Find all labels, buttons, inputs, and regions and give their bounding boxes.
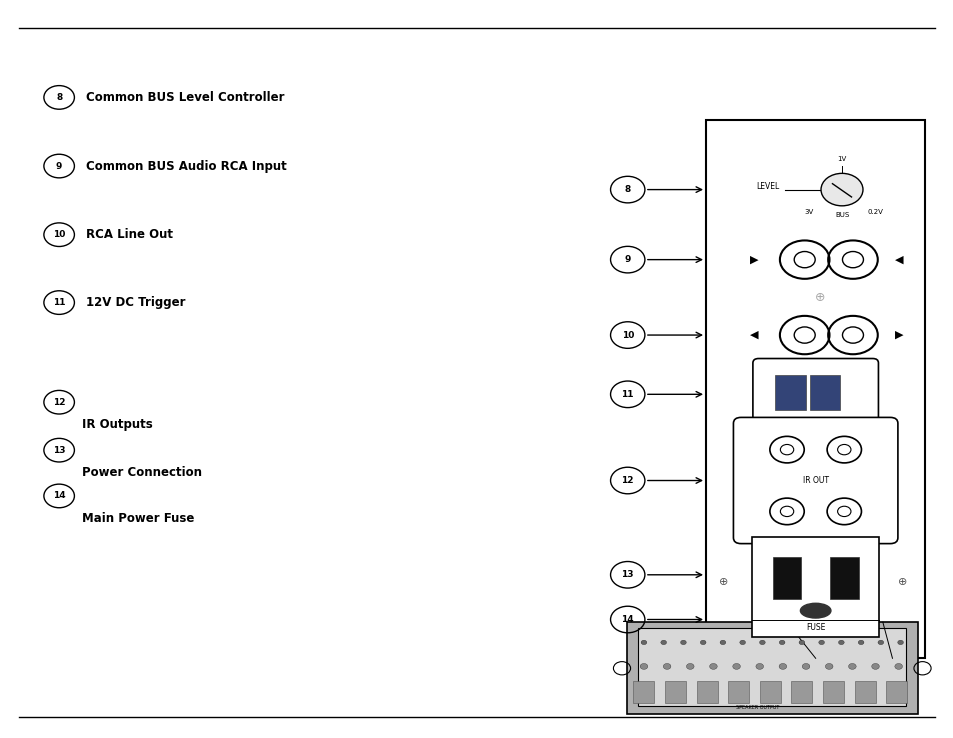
FancyBboxPatch shape <box>751 537 879 637</box>
Ellipse shape <box>800 603 830 618</box>
Text: 12: 12 <box>52 398 66 407</box>
Circle shape <box>755 663 762 669</box>
Text: 0.2V: 0.2V <box>866 209 882 215</box>
Circle shape <box>799 641 804 645</box>
FancyBboxPatch shape <box>633 680 654 703</box>
Circle shape <box>660 641 666 645</box>
Text: FUSE: FUSE <box>805 623 824 632</box>
FancyBboxPatch shape <box>727 680 748 703</box>
Text: SPEAKER OUTPUT: SPEAKER OUTPUT <box>736 706 779 711</box>
Text: 13: 13 <box>52 446 66 455</box>
Circle shape <box>732 663 740 669</box>
Circle shape <box>824 663 832 669</box>
Circle shape <box>818 641 823 645</box>
Text: LINE OUT: LINE OUT <box>801 366 837 375</box>
Circle shape <box>709 663 717 669</box>
Text: ◀: ◀ <box>894 255 902 265</box>
Text: ◀: ◀ <box>749 330 758 340</box>
Circle shape <box>897 641 902 645</box>
FancyBboxPatch shape <box>791 680 812 703</box>
Text: ⊕: ⊕ <box>718 577 727 587</box>
FancyBboxPatch shape <box>759 680 781 703</box>
Circle shape <box>686 663 694 669</box>
Text: +: + <box>821 414 827 423</box>
Text: Common BUS Audio RCA Input: Common BUS Audio RCA Input <box>86 159 286 173</box>
FancyBboxPatch shape <box>664 680 685 703</box>
FancyBboxPatch shape <box>885 680 906 703</box>
Text: RCA Line Out: RCA Line Out <box>86 228 172 241</box>
Text: LEVEL: LEVEL <box>755 182 779 191</box>
Text: ▶: ▶ <box>749 255 758 265</box>
Text: 11: 11 <box>52 298 66 307</box>
Circle shape <box>894 663 902 669</box>
Circle shape <box>838 641 843 645</box>
Text: 9: 9 <box>56 162 62 170</box>
Text: 14: 14 <box>620 615 634 624</box>
Circle shape <box>858 641 863 645</box>
Circle shape <box>679 641 685 645</box>
Text: 11: 11 <box>620 390 634 399</box>
Text: 220-240VAC-50Hz: 220-240VAC-50Hz <box>783 646 846 652</box>
Text: 13: 13 <box>620 570 634 579</box>
Text: ▶: ▶ <box>894 330 902 340</box>
Text: Power Connection: Power Connection <box>82 466 202 480</box>
Text: 12V DC Trigger: 12V DC Trigger <box>86 296 185 309</box>
FancyBboxPatch shape <box>829 557 858 599</box>
Circle shape <box>640 641 646 645</box>
Circle shape <box>720 641 725 645</box>
Circle shape <box>847 663 855 669</box>
FancyBboxPatch shape <box>733 418 897 544</box>
Text: IR Outputs: IR Outputs <box>82 418 152 432</box>
Circle shape <box>877 641 882 645</box>
Text: 12: 12 <box>620 476 634 485</box>
FancyBboxPatch shape <box>638 628 905 706</box>
Text: 9: 9 <box>624 255 630 264</box>
Text: 3V: 3V <box>803 209 812 215</box>
Text: 8: 8 <box>56 93 62 102</box>
Circle shape <box>801 663 809 669</box>
Text: -: - <box>788 414 791 423</box>
Text: 14: 14 <box>52 492 66 500</box>
Circle shape <box>700 641 705 645</box>
Circle shape <box>779 663 786 669</box>
Circle shape <box>639 663 647 669</box>
FancyBboxPatch shape <box>772 557 801 599</box>
Text: 110-120VAC-60Hz: 110-120VAC-60Hz <box>783 634 846 640</box>
Text: 8: 8 <box>624 185 630 194</box>
Text: ⊕: ⊕ <box>898 577 907 587</box>
Text: IR OUT: IR OUT <box>801 476 828 485</box>
Circle shape <box>779 641 784 645</box>
Text: 10: 10 <box>621 331 633 339</box>
Text: Common BUS Level Controller: Common BUS Level Controller <box>86 91 284 104</box>
FancyBboxPatch shape <box>696 680 717 703</box>
FancyBboxPatch shape <box>626 622 917 714</box>
Text: 10: 10 <box>53 230 65 239</box>
FancyBboxPatch shape <box>854 680 875 703</box>
FancyBboxPatch shape <box>775 376 805 410</box>
FancyBboxPatch shape <box>809 376 840 410</box>
Circle shape <box>739 641 744 645</box>
Circle shape <box>821 173 862 206</box>
Circle shape <box>662 663 670 669</box>
Text: ⊕: ⊕ <box>814 291 824 304</box>
Circle shape <box>759 641 764 645</box>
FancyBboxPatch shape <box>822 680 843 703</box>
FancyBboxPatch shape <box>752 359 878 430</box>
Circle shape <box>871 663 879 669</box>
Text: 1V: 1V <box>837 156 845 162</box>
Text: ⊕: ⊕ <box>809 554 821 566</box>
Text: BUS: BUS <box>834 212 848 218</box>
FancyBboxPatch shape <box>705 120 924 658</box>
Text: Main Power Fuse: Main Power Fuse <box>82 512 194 525</box>
